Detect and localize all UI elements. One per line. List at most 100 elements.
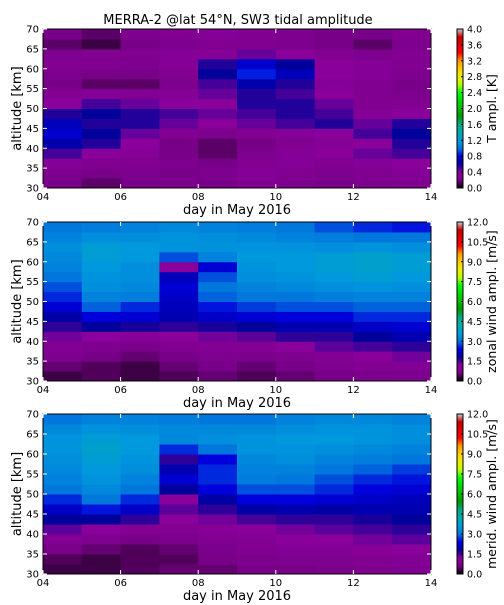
colorbar-tick-label: 12.0 (467, 410, 488, 421)
heatmap-cell (81, 251, 122, 263)
heatmap-cell (159, 48, 199, 60)
heatmap-cell (392, 291, 432, 302)
heatmap-cell (198, 48, 238, 60)
heatmap-cell (237, 321, 277, 332)
heatmap-cell (120, 544, 160, 555)
heatmap-cell (81, 514, 122, 525)
heatmap-cell (81, 128, 122, 139)
y-tick-label: 70 (26, 410, 39, 421)
heatmap-cell (314, 554, 354, 565)
y-tick-label: 30 (26, 184, 39, 195)
heatmap-cell (314, 251, 354, 263)
y-axis-label: altitude [km] (10, 259, 25, 343)
heatmap-cell (120, 514, 160, 525)
heatmap-cell (237, 78, 277, 90)
heatmap-cell (159, 281, 199, 293)
heatmap-cell (43, 118, 83, 129)
heatmap-cell (198, 88, 238, 100)
heatmap-cell (43, 464, 83, 475)
heatmap-cell (353, 534, 393, 545)
x-tick-label: 04 (37, 385, 50, 396)
heatmap-cell (237, 118, 277, 129)
colorbar-tick-label: 1.6 (467, 120, 482, 131)
heatmap-cell (275, 534, 316, 545)
y-tick-label: 30 (26, 377, 39, 388)
heatmap-cell (43, 178, 83, 189)
heatmap-cell (120, 68, 160, 80)
heatmap-cell (159, 504, 199, 515)
heatmap-cell (198, 371, 238, 382)
heatmap-cell (198, 504, 238, 515)
heatmap-cell (314, 38, 354, 50)
x-tick-label: 10 (269, 578, 282, 589)
heatmap-cell (237, 261, 277, 273)
heatmap-cell (392, 241, 432, 253)
y-tick-label: 55 (26, 470, 39, 481)
heatmap-cell (275, 241, 316, 253)
heatmap-cell (237, 434, 277, 445)
heatmap-cell (314, 321, 354, 332)
heatmap-cell (120, 58, 160, 70)
heatmap-cell (353, 231, 393, 243)
heatmap-cell (43, 38, 83, 50)
heatmap-cell (198, 168, 238, 179)
heatmap-cell (43, 331, 83, 342)
heatmap-cell (392, 98, 432, 109)
heatmap-cell (198, 554, 238, 565)
colorbar-tick-label: 1.5 (467, 357, 482, 368)
heatmap-cell (275, 484, 316, 495)
heatmap-cell (159, 311, 199, 322)
heatmap-cell (81, 261, 122, 273)
heatmap-cell (314, 108, 354, 119)
heatmap-cell (237, 178, 277, 189)
heatmap-cell (81, 444, 122, 455)
heatmap-cell (198, 514, 238, 525)
heatmap-cell (120, 48, 160, 60)
heatmap-cell (237, 38, 277, 50)
heatmap-cell (353, 444, 393, 455)
heatmap-cell (198, 331, 238, 342)
heatmap-cell (198, 38, 238, 50)
heatmap-cell (392, 534, 432, 545)
heatmap-cell (353, 118, 393, 129)
heatmap-cell (81, 281, 122, 293)
heatmap-cell (314, 341, 354, 352)
heatmap-cell (392, 88, 432, 100)
heatmap-cell (43, 158, 83, 169)
heatmap-cell (237, 48, 277, 60)
heatmap-cell (120, 118, 160, 129)
colorbar-tick-label: 4.0 (467, 25, 482, 36)
heatmap-cell (237, 351, 277, 362)
heatmap-cell (120, 281, 160, 293)
heatmap-cell (275, 178, 316, 189)
heatmap-cell (43, 494, 83, 505)
heatmap-cell (314, 564, 354, 575)
heatmap-cell (314, 301, 354, 312)
heatmap-cell (392, 148, 432, 159)
heatmap-cell (198, 424, 238, 435)
heatmap-cell (159, 231, 199, 243)
heatmap-cell (81, 88, 122, 100)
x-tick-label: 08 (192, 192, 205, 203)
heatmap-cell (314, 351, 354, 362)
heatmap-cell (314, 58, 354, 70)
heatmap-cell (314, 414, 354, 425)
heatmap-cell (314, 474, 354, 485)
heatmap-cell (392, 444, 432, 455)
heatmap-cell (275, 311, 316, 322)
y-tick-label: 50 (26, 297, 39, 308)
colorbar-label: zonal wind ampl. [m/s] (484, 230, 499, 373)
heatmap-cell (198, 321, 238, 332)
heatmap-cell (314, 78, 354, 90)
y-tick-label: 40 (26, 144, 39, 155)
heatmap-cell (81, 138, 122, 149)
heatmap-cell (120, 128, 160, 139)
heatmap-cell (275, 301, 316, 312)
heatmap-cell (120, 331, 160, 342)
heatmap-cell (353, 68, 393, 80)
heatmap-cell (43, 241, 83, 253)
heatmap-cell (120, 414, 160, 425)
heatmap-cell (314, 29, 354, 40)
heatmap-cell (198, 484, 238, 495)
